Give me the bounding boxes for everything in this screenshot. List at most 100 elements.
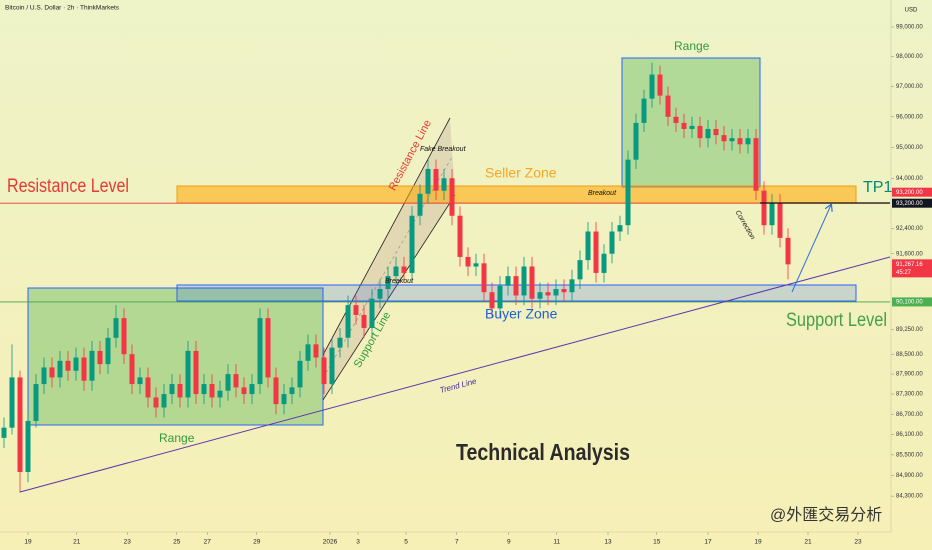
candle-body xyxy=(705,128,711,139)
candle-body xyxy=(313,344,319,358)
x-tick-label: 2026 xyxy=(323,539,338,546)
candle-body xyxy=(361,314,367,328)
candle-body xyxy=(281,394,287,405)
candle-body xyxy=(553,288,559,296)
buyer-zone-label: Buyer Zone xyxy=(485,306,558,322)
price-marker xyxy=(892,198,932,208)
candle-body xyxy=(217,390,223,398)
candle-body xyxy=(585,231,591,261)
candle-body xyxy=(433,168,439,191)
chart-title: Bitcoin / U.S. Dollar · 2h · ThinkMarket… xyxy=(5,5,120,12)
candle-body xyxy=(233,374,239,388)
currency: USD xyxy=(905,8,918,14)
candle-body xyxy=(185,350,191,398)
x-tick-label: 13 xyxy=(604,539,612,546)
price-marker-label: 90,100.00 xyxy=(896,300,923,306)
candle-body xyxy=(1,427,7,438)
candle-body xyxy=(689,125,695,129)
resistance-level-label: Resistance Level xyxy=(7,176,129,197)
price-marker-label: 93,200.00 xyxy=(896,190,923,196)
candle-body xyxy=(417,193,423,216)
candle-body xyxy=(129,354,135,385)
candle-body xyxy=(265,318,271,378)
resistance-line xyxy=(322,117,451,356)
candle-body xyxy=(473,263,479,267)
x-tick-label: 3 xyxy=(356,539,360,546)
candle-body xyxy=(209,384,215,398)
candle-body xyxy=(169,384,175,395)
candle-body xyxy=(681,122,687,129)
y-tick-label: 85,500.00 xyxy=(896,452,923,458)
y-tick-label: 89,250.00 xyxy=(896,327,923,333)
projection-arrow xyxy=(791,205,831,293)
candle-body xyxy=(33,384,39,421)
candle-body xyxy=(201,384,207,395)
support-level-label: Support Level xyxy=(786,310,887,331)
candle-body xyxy=(633,122,639,160)
candle-body xyxy=(137,377,143,385)
candle-body xyxy=(697,125,703,139)
seller-zone-label: Seller Zone xyxy=(485,165,557,181)
candle-body xyxy=(729,138,735,142)
candle-body xyxy=(713,128,719,136)
candle-body xyxy=(569,279,575,293)
candle-body xyxy=(305,344,311,361)
x-tick-label: 5 xyxy=(404,539,408,546)
candle-body xyxy=(641,98,647,123)
candle-body xyxy=(393,266,399,277)
range-box xyxy=(27,287,324,426)
candle-body xyxy=(17,377,23,472)
x-tick-label: 19 xyxy=(754,539,762,546)
subtitle: Technical Analysis xyxy=(456,439,630,465)
candle-body xyxy=(81,357,87,381)
y-tick-label: 86,700.00 xyxy=(896,412,923,418)
candle-body xyxy=(561,288,567,293)
annotation-lines xyxy=(19,202,891,493)
candle-body xyxy=(409,215,415,273)
candle-body xyxy=(593,231,599,273)
y-tick-label: 86,100.00 xyxy=(896,432,923,438)
candle-body xyxy=(273,377,279,405)
price-countdown: 45:27 xyxy=(896,270,912,276)
candle-body xyxy=(153,397,159,408)
candle-body xyxy=(289,387,295,395)
y-tick-label: 84,300.00 xyxy=(896,494,923,500)
candle-body xyxy=(249,384,255,395)
tp1-label: TP1 xyxy=(863,179,892,196)
candle-body xyxy=(377,288,383,299)
candle-body xyxy=(481,263,487,293)
candle-body xyxy=(513,276,519,296)
range-label: Range xyxy=(159,431,195,445)
watermark: @外匯交易分析 xyxy=(770,506,882,524)
candle-body xyxy=(777,203,783,238)
y-tick-label: 99,000.00 xyxy=(896,25,923,31)
x-tick-label: 17 xyxy=(704,539,712,546)
fake-breakout-label: Fake Breakout xyxy=(420,146,467,153)
candle-body xyxy=(369,298,375,328)
candle-body xyxy=(529,266,535,299)
candle-body xyxy=(465,256,471,267)
candle-body xyxy=(113,318,119,338)
x-tick-label: 21 xyxy=(804,539,812,546)
candle-body xyxy=(737,138,743,145)
y-tick-label: 87,900.00 xyxy=(896,372,923,378)
price-marker xyxy=(892,259,932,278)
y-tick-label: 87,300.00 xyxy=(896,392,923,398)
candle-body xyxy=(97,350,103,365)
candle-body xyxy=(297,360,303,388)
candle-body xyxy=(673,116,679,123)
candle-body xyxy=(345,305,351,338)
candle-body xyxy=(601,253,607,273)
candle-body xyxy=(57,360,63,378)
candle-body xyxy=(225,374,231,391)
candle-body xyxy=(505,276,511,286)
candle-body xyxy=(193,350,199,395)
candles xyxy=(1,62,791,493)
candle-body xyxy=(657,74,663,96)
price-marker-label: 91,267.16 xyxy=(896,262,923,268)
candle-body xyxy=(145,377,151,398)
support-line xyxy=(322,194,456,401)
range-label: Range xyxy=(674,39,710,53)
y-tick-label: 97,000.00 xyxy=(896,84,923,90)
